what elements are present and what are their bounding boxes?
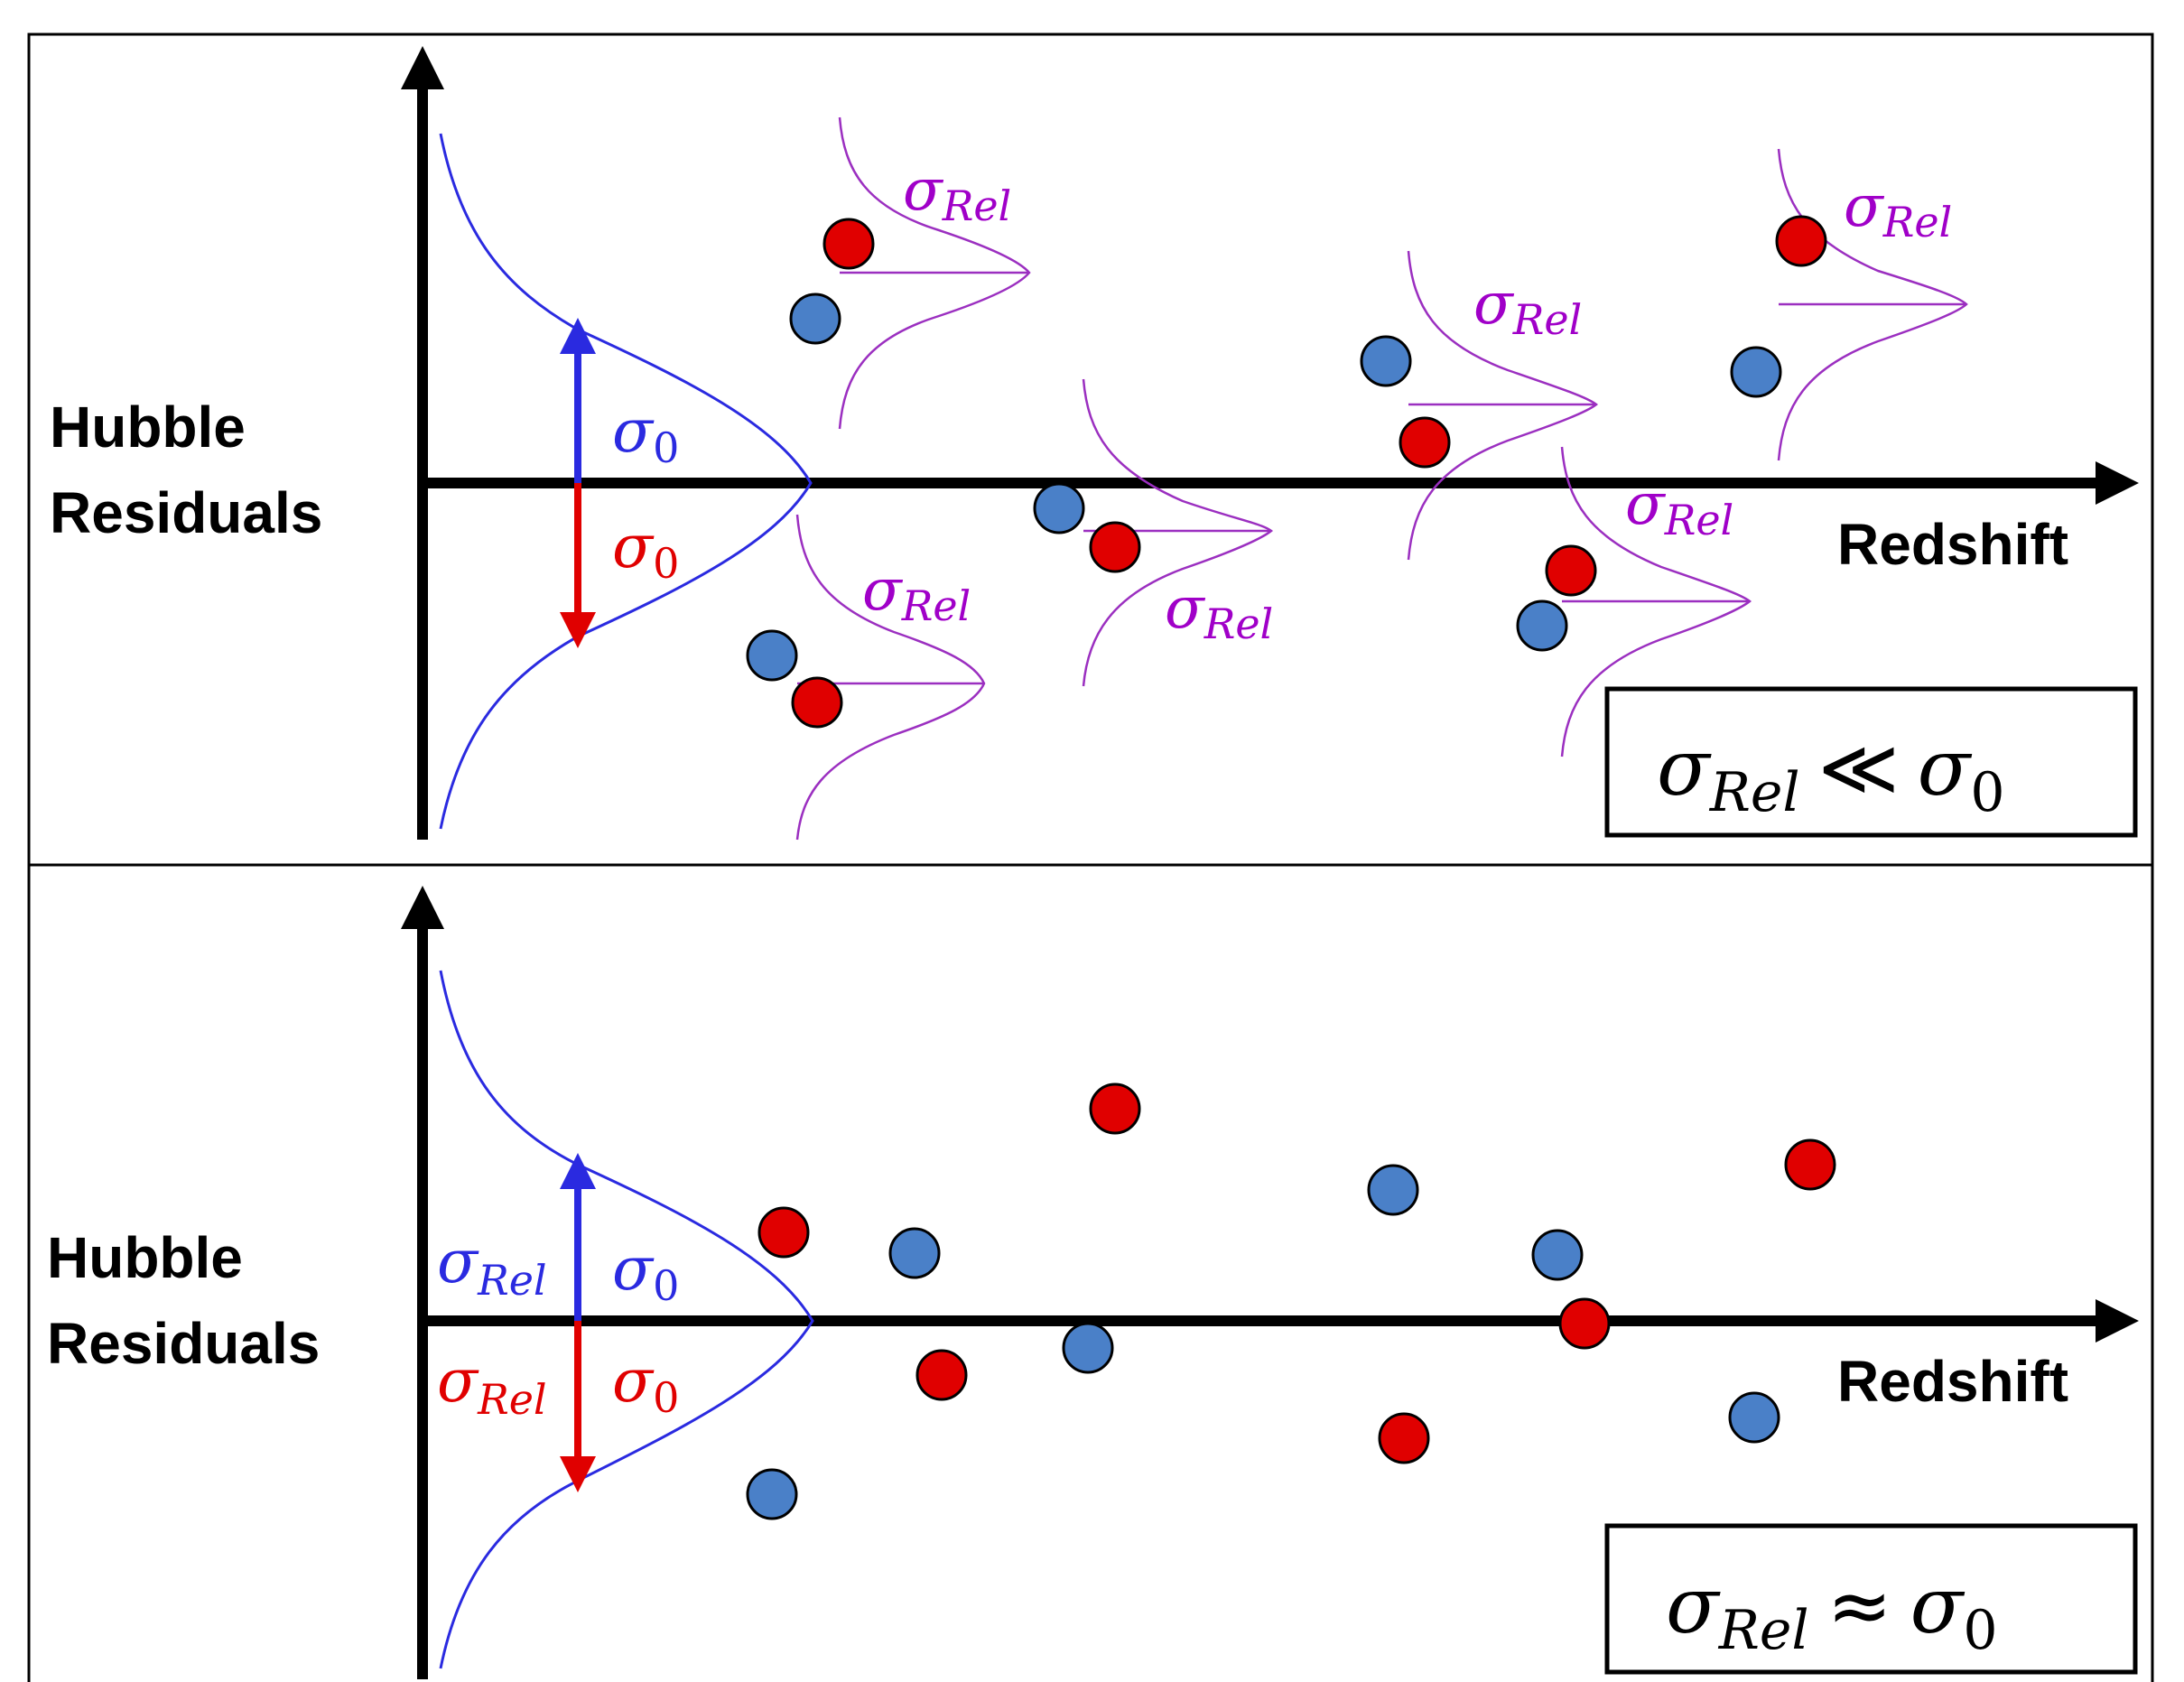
sigma0-upper-label: σ0 [612,396,679,472]
red-point [1399,416,1451,469]
red-point [1089,1083,1141,1135]
relation-symbol: ≈ [1827,1561,1892,1651]
relation-expression: σRel ≈ σ0 [1666,1561,1998,1662]
sigma-symbol: σ [437,1346,479,1416]
sigma-rel-subscript: Rel [1512,295,1583,344]
sigma-symbol: σ [862,557,904,624]
blue-point [1728,1391,1780,1444]
sigma-rel-subscript: Rel [477,1375,547,1424]
sigma-symbol: σ [1918,723,1973,813]
red-point [1378,1412,1430,1464]
rel-gaussian-group-1: σRel [789,116,1031,430]
main-gaussian [439,970,814,1669]
sigma-rel-subscript: Rel [1664,496,1734,544]
sigma-rel-label: σRel [1844,173,1952,246]
red-point [822,218,875,270]
red-point [1784,1138,1836,1191]
sigma0-lower-label: σ0 [612,512,679,588]
sigma-rel-subscript: Rel [1718,1599,1809,1662]
relation-box [1604,1523,2138,1675]
blue-point [1531,1229,1584,1281]
rel-gaussian-group-5: σRel [1516,446,1752,757]
panel-top: Hubble Residuals Redshift σ0 σ0 σRel σRe… [27,33,2154,867]
panel-bottom: Hubble Residuals Redshift σRel σ0 σRel σ… [27,863,2154,1682]
x-axis-label: Redshift [1837,1349,2068,1414]
sigma-rel-label: σRel [1473,271,1582,344]
sigma0-subscript: 0 [1963,1599,1997,1662]
sigma-symbol: σ [612,512,655,581]
sigma-rel-lower-label: σRel [437,1346,547,1424]
sigma-symbol: σ [1625,471,1667,538]
sigma-symbol: σ [1657,723,1712,813]
sigma-rel-subscript: Rel [1709,761,1800,824]
rel-gaussian-group-2: σRel [746,514,986,841]
panel-bottom-border [27,863,2154,1682]
relation-expression: σRel ≪ σ0 [1657,723,2005,824]
blue-point [1062,1322,1114,1374]
sigma0-subscript: 0 [653,1261,679,1310]
red-point [757,1206,810,1259]
sigma0-subscript: 0 [653,1373,679,1422]
sigma-symbol: σ [437,1227,479,1296]
y-axis-label-line1: Hubble [47,1225,243,1290]
red-point [791,676,843,729]
sigma-rel-upper-label: σRel [437,1227,547,1305]
main-gaussian [439,133,813,830]
sigma-rel-label: σRel [1625,471,1733,544]
sigma-rel-subscript: Rel [1882,198,1953,246]
sigma-symbol: σ [612,396,655,466]
sigma-rel-subscript: Rel [901,581,971,630]
blue-point [1730,346,1782,398]
rel-gaussian-group-4: σRel [1360,250,1599,561]
red-point [1558,1297,1611,1350]
blue-point [746,629,798,682]
sigma-symbol: σ [1844,173,1885,240]
relation-box [1604,686,2138,838]
blue-point [746,1468,798,1520]
sigma-rel-subscript: Rel [942,181,1012,230]
blue-point [1516,599,1568,652]
rel-gaussian-group-3: σRel [1033,378,1273,687]
sigma-symbol: σ [903,157,944,224]
red-point [915,1349,968,1401]
sigma0-subscript: 0 [653,539,679,588]
x-axis-label: Redshift [1837,512,2068,577]
red-point [1775,215,1827,267]
blue-point [789,293,841,345]
blue-point [1367,1164,1419,1216]
y-axis-label-line1: Hubble [50,395,246,460]
rel-gaussian-group-6: σRel [1730,148,1968,461]
sigma-symbol: σ [612,1234,655,1304]
red-point [1545,544,1597,597]
sigma0-upper-label: σ0 [612,1234,679,1310]
relation-symbol: ≪ [1818,723,1900,813]
blue-point [888,1227,941,1279]
sigma-rel-label: σRel [862,557,971,630]
sigma-symbol: σ [1165,575,1206,642]
sigma-rel-subscript: Rel [1204,599,1274,648]
sigma0-lower-label: σ0 [612,1346,679,1422]
red-point [1089,521,1141,573]
blue-point [1033,482,1085,534]
sigma-rel-label: σRel [903,157,1011,230]
sigma-rel-subscript: Rel [477,1256,547,1305]
sigma-symbol: σ [1910,1561,1966,1651]
sigma-rel-label: σRel [1165,575,1273,648]
y-axis-label-line2: Residuals [50,480,322,545]
sigma0-subscript: 0 [653,423,679,472]
blue-point [1360,335,1412,387]
sigma0-subscript: 0 [1970,761,2004,824]
sigma-symbol: σ [1666,1561,1721,1651]
sigma-symbol: σ [1473,271,1515,338]
sigma-symbol: σ [612,1346,655,1416]
y-axis-label-line2: Residuals [47,1311,320,1376]
